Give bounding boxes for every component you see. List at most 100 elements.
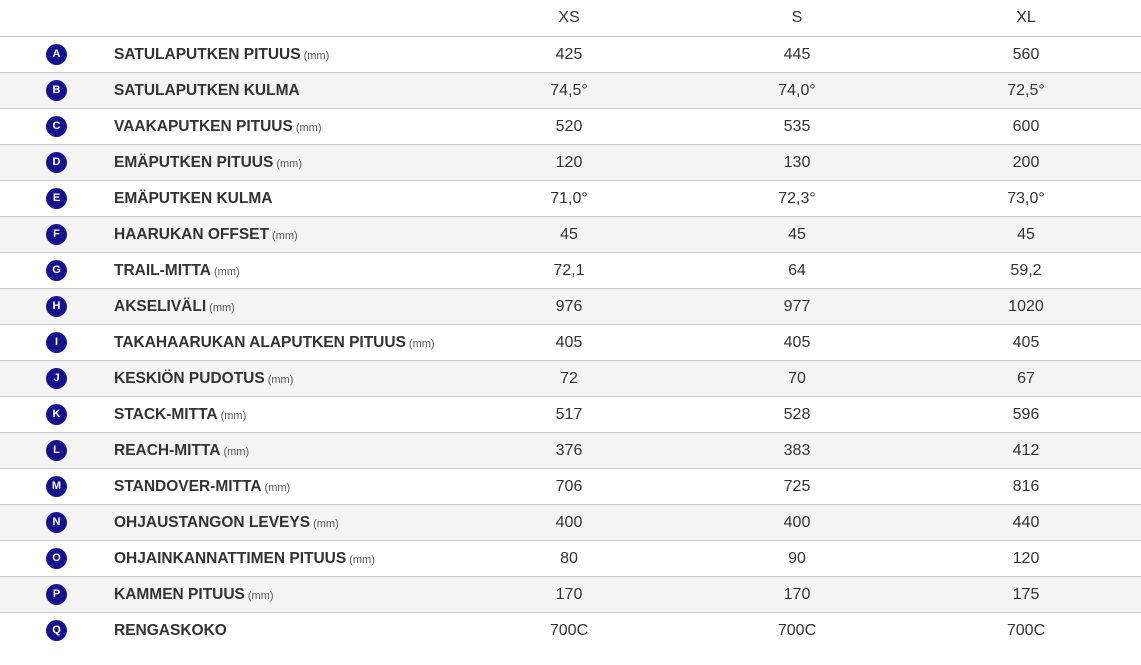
badge-cell: L bbox=[0, 432, 114, 469]
measurement-unit: (mm) bbox=[303, 49, 330, 62]
badge-cell: D bbox=[0, 144, 114, 181]
value-s: 90 bbox=[683, 540, 911, 577]
table-row: D EMÄPUTKEN PITUUS (mm) 120 130 200 bbox=[0, 144, 1141, 181]
measurement-letter-badge: J bbox=[46, 368, 67, 389]
measurement-label: SATULAPUTKEN KULMA bbox=[114, 81, 300, 99]
table-row: B SATULAPUTKEN KULMA 74,5° 74,0° 72,5° bbox=[0, 72, 1141, 109]
value-s: 700C bbox=[777, 621, 817, 639]
measurement-label-cell: OHJAUSTANGON LEVEYS (mm) bbox=[114, 504, 455, 541]
value-xs: 400 bbox=[455, 504, 683, 541]
table-row: P KAMMEN PITUUS (mm) 170 170 175 bbox=[0, 576, 1141, 613]
measurement-unit: (mm) bbox=[313, 517, 339, 530]
table-row: F HAARUKAN OFFSET (mm) 45 45 45 bbox=[0, 216, 1141, 253]
measurement-label: AKSELIVÄLI bbox=[114, 297, 207, 315]
measurement-label-cell: VAAKAPUTKEN PITUUS (mm) bbox=[114, 108, 455, 145]
measurement-unit: (mm) bbox=[220, 409, 247, 422]
measurement-label-cell: OHJAINKANNATTIMEN PITUUS (mm) bbox=[114, 540, 455, 577]
measurement-unit: (mm) bbox=[349, 553, 375, 566]
measurement-letter-badge: N bbox=[46, 512, 67, 533]
value-xs: 376 bbox=[455, 432, 683, 469]
header-size-s: S bbox=[683, 0, 911, 37]
measurement-label-cell: TRAIL-MITTA (mm) bbox=[114, 252, 455, 289]
measurement-unit: (mm) bbox=[264, 481, 291, 494]
badge-cell: F bbox=[0, 216, 114, 253]
value-xl: 600 bbox=[911, 108, 1141, 145]
measurement-label: STANDOVER-MITTA bbox=[114, 477, 262, 495]
badge-cell: G bbox=[0, 252, 114, 289]
measurement-label: SATULAPUTKEN PITUUS bbox=[114, 45, 301, 63]
measurement-label: STACK-MITTA bbox=[114, 405, 218, 423]
measurement-label: RENGASKOKO bbox=[114, 621, 227, 639]
table-row: O OHJAINKANNATTIMEN PITUUS (mm) 80 90 120 bbox=[0, 540, 1141, 577]
value-xl: 816 bbox=[911, 468, 1141, 505]
measurement-label: VAAKAPUTKEN PITUUS bbox=[114, 117, 293, 135]
value-xs: 120 bbox=[455, 144, 683, 181]
measurement-letter-badge: L bbox=[46, 440, 67, 461]
measurement-label: OHJAUSTANGON LEVEYS bbox=[114, 513, 311, 531]
table-row: I TAKAHAARUKAN ALAPUTKEN PITUUS (mm) 405 405… bbox=[0, 324, 1141, 361]
value-xs: 71,0° bbox=[455, 180, 683, 217]
table-row: M STANDOVER-MITTA (mm) 706 725 816 bbox=[0, 468, 1141, 505]
measurement-unit: (mm) bbox=[272, 229, 298, 242]
value-xs: 72,1 bbox=[455, 252, 683, 289]
value-s: 74,0° bbox=[683, 72, 911, 109]
measurement-letter-badge: M bbox=[46, 476, 67, 497]
badge-cell: H bbox=[0, 288, 114, 325]
value-s: 725 bbox=[683, 468, 911, 505]
table-row: C VAAKAPUTKEN PITUUS (mm) 520 535 600 bbox=[0, 108, 1141, 145]
header-label-spacer bbox=[114, 0, 455, 37]
badge-cell: P bbox=[0, 576, 114, 613]
geometry-table-body: A SATULAPUTKEN PITUUS (mm) 425 445 560 B SATULA… bbox=[0, 36, 1141, 649]
measurement-label-cell: SATULAPUTKEN KULMA bbox=[114, 72, 455, 109]
measurement-label-cell: RENGASKOKO bbox=[114, 613, 455, 649]
measurement-label: EMÄPUTKEN KULMA bbox=[114, 189, 273, 207]
value-xs: 425 bbox=[455, 36, 683, 73]
value-s: 170 bbox=[683, 576, 911, 613]
measurement-label: KAMMEN PITUUS bbox=[114, 585, 245, 603]
value-s: 45 bbox=[683, 216, 911, 253]
value-s: 72,3° bbox=[683, 180, 911, 217]
badge-cell: N bbox=[0, 504, 114, 541]
measurement-letter-badge: E bbox=[46, 188, 67, 209]
table-row: H AKSELIVÄLI (mm) 976 977 1020 bbox=[0, 288, 1141, 325]
value-xs: 45 bbox=[455, 216, 683, 253]
header-size-xl: XL bbox=[911, 0, 1141, 37]
value-xs: 74,5° bbox=[455, 72, 683, 109]
measurement-letter-badge: I bbox=[46, 332, 67, 353]
measurement-label: KESKIÖN PUDOTUS bbox=[114, 369, 265, 387]
value-xl: 72,5° bbox=[911, 72, 1141, 109]
measurement-label: TRAIL-MITTA bbox=[114, 261, 211, 279]
value-xs: 80 bbox=[455, 540, 683, 577]
value-xl: 200 bbox=[911, 144, 1141, 181]
measurement-label: TAKAHAARUKAN ALAPUTKEN PITUUS bbox=[114, 333, 406, 351]
value-s: 535 bbox=[683, 108, 911, 145]
value-s: 405 bbox=[683, 324, 911, 361]
measurement-letter-badge: C bbox=[46, 116, 67, 137]
badge-cell: I bbox=[0, 324, 114, 361]
value-xs: 170 bbox=[455, 576, 683, 613]
value-xl: 175 bbox=[911, 576, 1141, 613]
measurement-label: HAARUKAN OFFSET bbox=[114, 225, 269, 243]
value-xl: 700C bbox=[1006, 621, 1046, 639]
measurement-letter-badge: O bbox=[46, 548, 67, 569]
measurement-unit: (mm) bbox=[276, 157, 302, 170]
measurement-letter-badge: G bbox=[46, 260, 67, 281]
measurement-label-cell: EMÄPUTKEN PITUUS (mm) bbox=[114, 144, 455, 181]
badge-cell: E bbox=[0, 180, 114, 217]
badge-cell: J bbox=[0, 360, 114, 397]
measurement-label: EMÄPUTKEN PITUUS bbox=[114, 153, 274, 171]
table-row: L REACH-MITTA (mm) 376 383 412 bbox=[0, 432, 1141, 469]
value-xs: 700C bbox=[549, 621, 589, 639]
badge-cell: M bbox=[0, 468, 114, 505]
value-xl: 560 bbox=[911, 36, 1141, 73]
geometry-table: XS S XL A SATULAPUTKEN PITUUS (mm) 425 445 56… bbox=[0, 0, 1141, 649]
measurement-label-cell: KAMMEN PITUUS (mm) bbox=[114, 576, 455, 613]
measurement-label-cell: REACH-MITTA (mm) bbox=[114, 432, 455, 469]
table-row: E EMÄPUTKEN KULMA 71,0° 72,3° 73,0° bbox=[0, 180, 1141, 217]
badge-cell: B bbox=[0, 72, 114, 109]
table-row: A SATULAPUTKEN PITUUS (mm) 425 445 560 bbox=[0, 36, 1141, 73]
measurement-letter-badge: B bbox=[46, 80, 67, 101]
measurement-label-cell: HAARUKAN OFFSET (mm) bbox=[114, 216, 455, 253]
measurement-unit: (mm) bbox=[209, 301, 235, 314]
measurement-letter-badge: P bbox=[46, 584, 67, 605]
